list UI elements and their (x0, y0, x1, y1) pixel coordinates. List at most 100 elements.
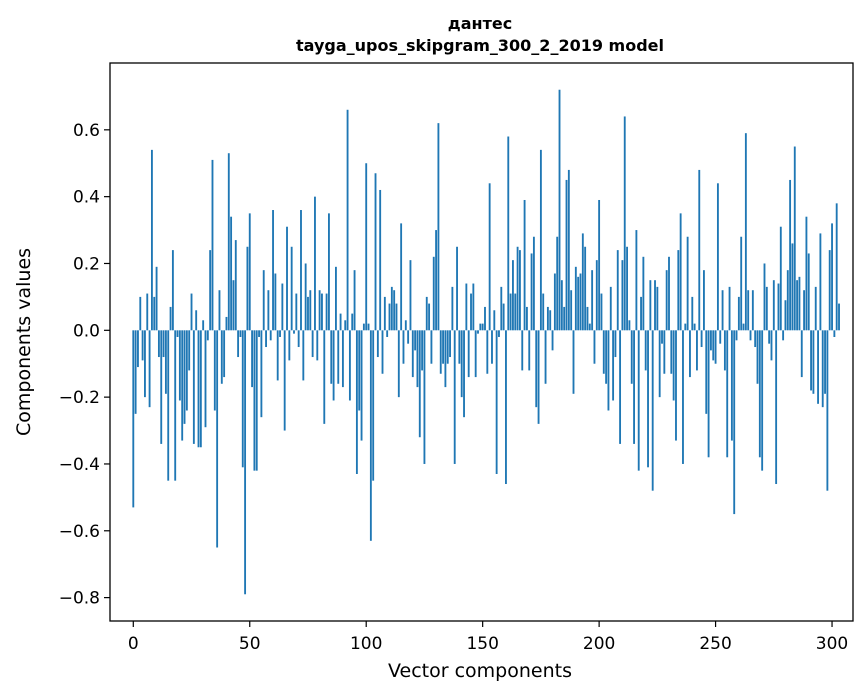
bar-147 (474, 330, 477, 378)
bar-245 (703, 270, 705, 331)
bar-166 (519, 250, 521, 331)
bar-267 (754, 330, 757, 348)
bar-149 (479, 323, 482, 331)
bar-137 (451, 286, 454, 331)
bar-220 (644, 330, 647, 371)
bar-67 (288, 330, 291, 361)
bar-0 (132, 330, 135, 508)
bar-247 (707, 330, 710, 458)
bar-256 (728, 286, 731, 331)
bar-78 (314, 196, 316, 331)
bar-110 (388, 303, 391, 331)
bar-70 (295, 293, 298, 331)
bar-200 (598, 199, 601, 331)
bar-75 (307, 296, 309, 331)
bar-212 (626, 246, 628, 331)
bar-77 (311, 330, 314, 358)
bar-273 (768, 330, 771, 344)
bar-185 (563, 306, 566, 331)
bar-180 (551, 330, 554, 351)
bar-229 (665, 270, 668, 331)
bar-198 (593, 330, 596, 364)
bar-251 (716, 183, 719, 331)
bar-295 (819, 233, 822, 331)
bar-25 (190, 293, 193, 331)
bar-13 (162, 330, 165, 358)
bar-280 (784, 300, 787, 331)
bar-269 (758, 330, 761, 458)
bar-72 (300, 210, 302, 331)
bar-193 (581, 233, 584, 331)
bar-207 (614, 330, 617, 358)
bar-244 (700, 330, 703, 348)
bar-232 (672, 330, 675, 401)
bar-209 (619, 330, 622, 444)
bar-239 (689, 330, 691, 378)
bar-61 (274, 273, 277, 331)
bar-300 (831, 223, 833, 331)
bar-89 (339, 313, 342, 331)
bar-118 (407, 330, 410, 344)
bar-9 (153, 296, 156, 331)
bar-252 (719, 330, 722, 344)
x-tick-label: 150 (466, 634, 498, 654)
bar-66 (286, 226, 288, 331)
bar-202 (602, 330, 605, 374)
bar-241 (693, 323, 696, 331)
bar-27 (195, 310, 198, 331)
bar-40 (225, 316, 228, 331)
bar-231 (670, 330, 673, 374)
bar-28 (197, 330, 200, 448)
bar-80 (318, 290, 321, 331)
bar-57 (265, 330, 267, 348)
bar-165 (516, 246, 519, 331)
bar-119 (409, 260, 412, 331)
bars-group (132, 89, 840, 595)
bar-29 (199, 330, 202, 448)
bar-146 (472, 283, 475, 331)
bar-250 (714, 330, 717, 364)
bar-197 (591, 270, 594, 331)
bar-167 (521, 330, 524, 371)
bar-230 (668, 256, 670, 331)
bar-21 (181, 330, 184, 441)
bar-173 (535, 330, 538, 408)
bar-156 (495, 330, 498, 474)
x-axis-label: Vector components (388, 660, 572, 682)
bar-257 (730, 330, 733, 441)
bar-42 (230, 216, 233, 331)
bar-103 (372, 330, 375, 481)
bar-93 (348, 330, 351, 401)
bar-22 (183, 330, 186, 424)
bar-53 (255, 330, 258, 471)
bar-293 (814, 286, 817, 331)
bar-159 (502, 303, 505, 331)
bar-150 (481, 323, 484, 331)
bar-170 (528, 330, 531, 371)
bar-243 (698, 169, 701, 331)
bar-187 (567, 169, 570, 331)
bar-266 (751, 290, 754, 331)
bar-261 (740, 236, 743, 331)
bar-222 (649, 280, 652, 331)
bar-125 (423, 330, 426, 464)
bar-133 (442, 330, 444, 364)
bar-43 (232, 280, 235, 331)
bar-10 (155, 266, 158, 331)
bar-91 (344, 320, 347, 331)
bar-24 (188, 330, 191, 371)
bar-2 (137, 330, 139, 368)
bar-107 (381, 330, 384, 374)
bar-48 (244, 330, 247, 595)
bar-121 (414, 330, 417, 351)
y-axis-label: Components values (13, 248, 35, 436)
bar-83 (325, 293, 328, 331)
bar-17 (171, 250, 174, 331)
bar-97 (358, 330, 361, 411)
bar-124 (421, 330, 424, 371)
bar-206 (612, 330, 615, 401)
bar-87 (335, 266, 337, 331)
bar-297 (824, 330, 826, 394)
bar-108 (383, 296, 386, 331)
bar-168 (523, 199, 526, 331)
